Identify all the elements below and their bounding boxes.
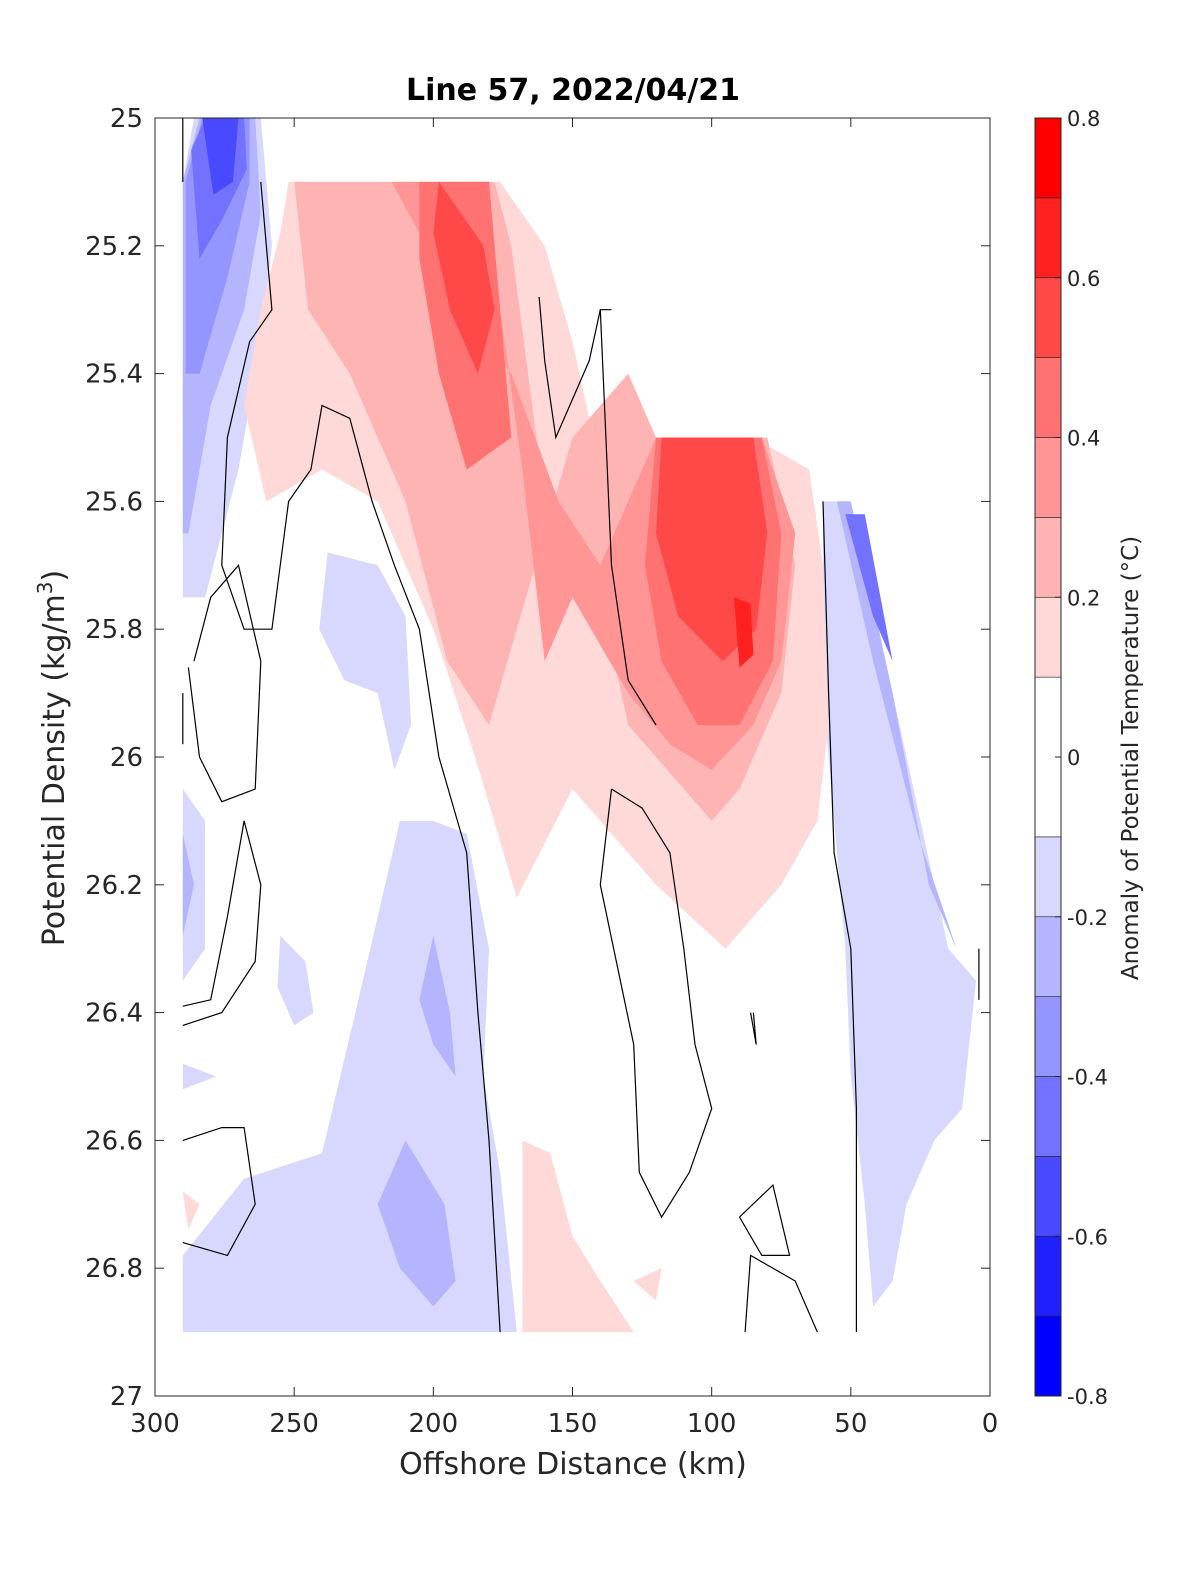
colorbar-band-3	[1034, 1076, 1062, 1157]
anomaly-region-15	[845, 514, 893, 662]
anomaly-region-4	[202, 118, 239, 195]
anomaly-region-9	[277, 935, 314, 1026]
colorbar-band-5	[1034, 916, 1062, 997]
colorbar-band-9	[1034, 517, 1062, 598]
colorbar-band-12	[1034, 277, 1062, 358]
anomaly-region-23	[733, 597, 754, 668]
anomaly-region-12	[182, 1063, 217, 1090]
colorbar-band-14	[1034, 117, 1062, 199]
colorbar-tick-label-0: 0	[1067, 746, 1080, 770]
colorbar-tick-label-0.2: 0.2	[1067, 586, 1100, 610]
anomaly-region-25	[633, 1268, 662, 1301]
anomaly-region-7	[419, 935, 456, 1077]
y-axis-label: Potential Density (kg/m3)	[33, 570, 72, 946]
colorbar-tick-label--0.4: -0.4	[1067, 1066, 1108, 1090]
y-tick-label-25.4: 25.4	[85, 360, 143, 390]
colorbar-tick-label-0.4: 0.4	[1067, 427, 1100, 451]
zero-contour-12	[822, 501, 858, 1333]
zero-contour-10	[738, 1183, 791, 1257]
colorbar-band-6	[1034, 836, 1062, 918]
y-tick-label-26.6: 26.6	[85, 1126, 143, 1156]
y-axis-label-text: Potential Density (kg/m	[37, 594, 72, 946]
colorbar-band-1	[1034, 1235, 1062, 1317]
zero-contour-2	[187, 564, 262, 803]
x-tick-label-200: 200	[409, 1409, 459, 1439]
y-axis-label-close: )	[37, 570, 72, 582]
anomaly-region-21	[433, 181, 495, 374]
colorbar-tick-label-0.8: 0.8	[1067, 107, 1100, 131]
colorbar-band-10	[1034, 437, 1062, 518]
x-tick-label-0: 0	[982, 1409, 999, 1439]
colorbar-bands	[1034, 117, 1062, 1397]
colorbar-label: Anomaly of Potential Temperature (°C)	[1118, 536, 1144, 980]
colorbar-band-2	[1034, 1156, 1062, 1237]
y-tick-label-26.8: 26.8	[85, 1254, 143, 1284]
x-tick-label-50: 50	[834, 1409, 867, 1439]
y-tick-label-25: 25	[110, 104, 143, 134]
zero-contour-lines	[182, 118, 980, 1333]
y-tick-label-26.2: 26.2	[85, 871, 143, 901]
plot-area	[154, 117, 991, 1397]
zero-contour-5	[182, 1126, 256, 1257]
colorbar-ticks: 0.8 0.6 0.4 0.2 0 -0.2 -0.4 -0.6 -0.8	[1055, 107, 1108, 1409]
colorbar-tick-label--0.6: -0.6	[1067, 1225, 1108, 1249]
zero-contour-4	[182, 820, 262, 1026]
chart-title: Line 57, 2022/04/21	[406, 73, 740, 108]
y-tick-label-25.2: 25.2	[85, 232, 143, 262]
anomaly-region-5	[319, 552, 412, 770]
axis-ticks	[154, 117, 991, 1397]
anomaly-region-26	[182, 1191, 200, 1230]
colorbar-band-11	[1034, 357, 1062, 438]
y-axis-tick-labels: 25 25.2 25.4 25.6 25.8 26 26.2 26.4 26.6 26.8 27	[85, 104, 143, 1412]
colorbar-tick-label-0.6: 0.6	[1067, 267, 1100, 291]
anomaly-region-14	[836, 501, 957, 949]
y-axis-label-superscript: 3	[33, 581, 57, 594]
anomaly-fill-regions	[182, 118, 977, 1333]
colorbar-band-0	[1034, 1315, 1062, 1397]
zero-contour-9	[750, 1012, 757, 1045]
x-axis-tick-labels: 300 250 200 150 100 50 0	[130, 1409, 998, 1439]
zero-contour-8	[599, 788, 713, 1219]
zero-contour-1	[221, 181, 501, 1333]
x-tick-label-150: 150	[548, 1409, 598, 1439]
y-tick-label-26: 26	[110, 743, 143, 773]
zero-contour-7	[599, 309, 657, 726]
colorbar-band-4	[1034, 996, 1062, 1077]
x-tick-label-300: 300	[130, 1409, 180, 1439]
anomaly-region-8	[377, 1140, 456, 1307]
y-tick-label-25.6: 25.6	[85, 487, 143, 517]
colorbar-band-8	[1034, 596, 1062, 678]
anomaly-region-11	[182, 833, 194, 936]
anomaly-region-24	[522, 1140, 634, 1333]
colorbar-tick-label--0.2: -0.2	[1067, 906, 1108, 930]
y-tick-label-26.4: 26.4	[85, 999, 143, 1029]
x-tick-label-100: 100	[687, 1409, 737, 1439]
anomaly-region-13	[823, 501, 977, 1307]
x-axis-label: Offshore Distance (km)	[399, 1447, 747, 1482]
y-tick-label-25.8: 25.8	[85, 615, 143, 645]
colorbar: 0.8 0.6 0.4 0.2 0 -0.2 -0.4 -0.6 -0.8 Anomaly of…	[1034, 107, 1144, 1409]
colorbar-tick-label--0.8: -0.8	[1067, 1385, 1108, 1409]
colorbar-band-13	[1034, 197, 1062, 279]
x-tick-label-250: 250	[269, 1409, 319, 1439]
zero-contour-11	[744, 1254, 818, 1333]
y-tick-label-27: 27	[110, 1382, 143, 1412]
